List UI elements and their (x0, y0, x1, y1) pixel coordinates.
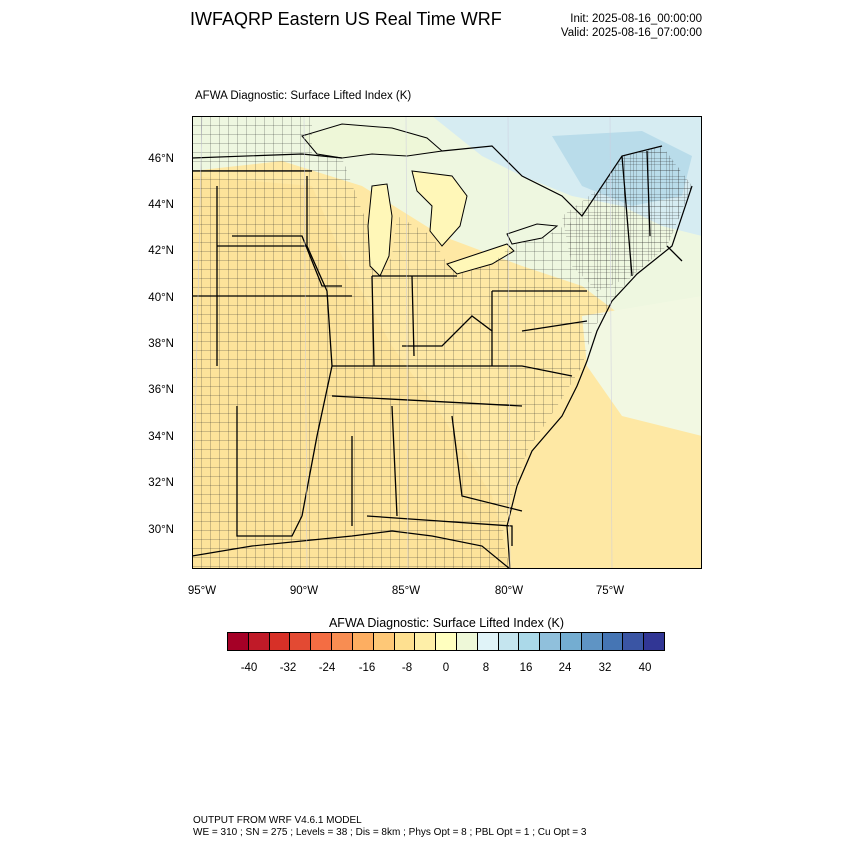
lat-label-36n: 36°N (148, 384, 174, 396)
colorbar-tick: -32 (279, 662, 297, 674)
model-info-line2: WE = 310 ; SN = 275 ; Levels = 38 ; Dis … (193, 827, 587, 838)
colorbar-swatch (332, 633, 353, 650)
lake-michigan (367, 183, 393, 277)
colorbar-swatch (581, 633, 603, 650)
lon-label-90w: 90°W (289, 585, 319, 597)
colorbar-swatch (436, 633, 457, 650)
lat-label-32n: 32°N (148, 477, 174, 489)
model-info-line1: OUTPUT FROM WRF V4.6.1 MODEL (193, 815, 362, 826)
colorbar-swatch (477, 633, 499, 650)
colorbar-swatch (373, 633, 395, 650)
colorbar-swatch (269, 633, 291, 650)
colorbar-tick: -16 (358, 662, 376, 674)
colorbar-swatch (311, 633, 333, 650)
valid-time: Valid: 2025-08-16_07:00:00 (560, 27, 702, 39)
canada-border (192, 145, 663, 217)
lon-label-95w: 95°W (187, 585, 217, 597)
init-time: Init: 2025-08-16_00:00:00 (570, 13, 702, 25)
colorbar-swatch (498, 633, 520, 650)
state-boundaries (192, 150, 683, 546)
chart-title: IWFAQRP Eastern US Real Time WRF (190, 9, 502, 29)
field-ocean-east (582, 296, 702, 436)
colorbar-swatch (394, 633, 416, 650)
colorbar-tick: 24 (558, 662, 572, 674)
lat-label-34n: 34°N (148, 431, 174, 443)
lat-label-30n: 30°N (148, 524, 174, 536)
map-panel (192, 116, 702, 569)
lake-ontario (506, 223, 559, 245)
lat-label-40n: 40°N (148, 292, 174, 304)
lon-label-85w: 85°W (391, 585, 421, 597)
colorbar-swatch (644, 633, 665, 650)
colorbar-swatch (456, 633, 478, 650)
colorbar-swatch (540, 633, 561, 650)
colorbar-swatch (228, 633, 249, 650)
map-subtitle: AFWA Diagnostic: Surface Lifted Index (K… (195, 90, 412, 102)
colorbar-tick: 32 (598, 662, 612, 674)
colorbar-swatch (623, 633, 645, 650)
colorbar-swatch (248, 633, 270, 650)
colorbar-tick: -8 (401, 662, 413, 674)
lon-label-75w: 75°W (595, 585, 625, 597)
colorbar-swatch (352, 633, 374, 650)
colorbar-swatch (519, 633, 541, 650)
colorbar-title: AFWA Diagnostic: Surface Lifted Index (K… (328, 616, 565, 630)
colorbar-swatch (602, 633, 624, 650)
lat-label-38n: 38°N (148, 338, 174, 350)
colorbar-tick: -24 (318, 662, 336, 674)
colorbar-tick: 0 (442, 662, 450, 674)
colorbar (227, 632, 665, 651)
graticule (192, 116, 613, 569)
lat-label-46n: 46°N (148, 153, 174, 165)
colorbar-tick: 40 (638, 662, 652, 674)
colorbar-swatch (561, 633, 582, 650)
colorbar-tick: 8 (482, 662, 490, 674)
lat-label-44n: 44°N (148, 199, 174, 211)
colorbar-tick: 16 (519, 662, 533, 674)
lake-superior (301, 123, 444, 159)
colorbar-swatch (415, 633, 437, 650)
coastline (506, 185, 693, 569)
lat-label-42n: 42°N (148, 245, 174, 257)
colorbar-swatch (290, 633, 312, 650)
lon-label-80w: 80°W (494, 585, 524, 597)
lake-huron (411, 170, 468, 247)
colorbar-tick: -40 (240, 662, 258, 674)
gulf-coastline (192, 530, 511, 569)
